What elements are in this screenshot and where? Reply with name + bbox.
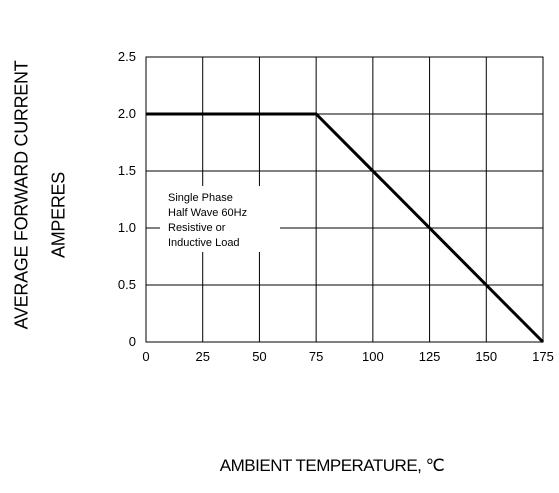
annotation-line: Single Phase <box>168 192 233 204</box>
x-tick-label: 100 <box>362 349 384 364</box>
annotation-text: Single Phase Half Wave 60Hz Resistive or In… <box>168 192 247 249</box>
y-axis-title-2: AMPERES <box>48 172 69 258</box>
plot-border <box>145 56 544 343</box>
x-tick-label: 175 <box>532 349 554 364</box>
x-tick-label: 0 <box>142 349 149 364</box>
y-axis-title-1: AVERAGE FORWARD CURRENT <box>11 60 32 330</box>
x-tick-label: 150 <box>475 349 497 364</box>
y-tick-label: 1.0 <box>118 220 136 235</box>
y-tick-label: 1.5 <box>118 163 136 178</box>
y-tick-label: 2.0 <box>118 106 136 121</box>
annotation-background <box>160 186 280 252</box>
annotation-line: Resistive or <box>168 222 226 234</box>
plot-frame <box>145 56 544 343</box>
x-axis-label: AMBIENT TEMPERATURE, ℃ <box>0 456 559 476</box>
y-tick-label: 2.5 <box>118 49 136 64</box>
x-tick-label: 25 <box>195 349 209 364</box>
x-tick-label: 50 <box>252 349 266 364</box>
grid-layer <box>146 57 543 342</box>
annotation-line: Inductive Load <box>168 237 240 249</box>
tick-labels: 0 25 50 75 100 125 150 175 0 0.5 1.0 1.5 2.0 2.5 <box>118 49 554 364</box>
annotation-line: Half Wave 60Hz <box>168 207 247 219</box>
x-tick-label: 125 <box>419 349 441 364</box>
series-layer <box>146 112 545 344</box>
x-axis-title: AMBIENT TEMPERATURE, ℃ <box>219 456 445 475</box>
derating-curve <box>146 112 545 344</box>
y-tick-label: 0 <box>129 334 136 349</box>
x-tick-label: 75 <box>309 349 323 364</box>
y-tick-label: 0.5 <box>118 277 136 292</box>
